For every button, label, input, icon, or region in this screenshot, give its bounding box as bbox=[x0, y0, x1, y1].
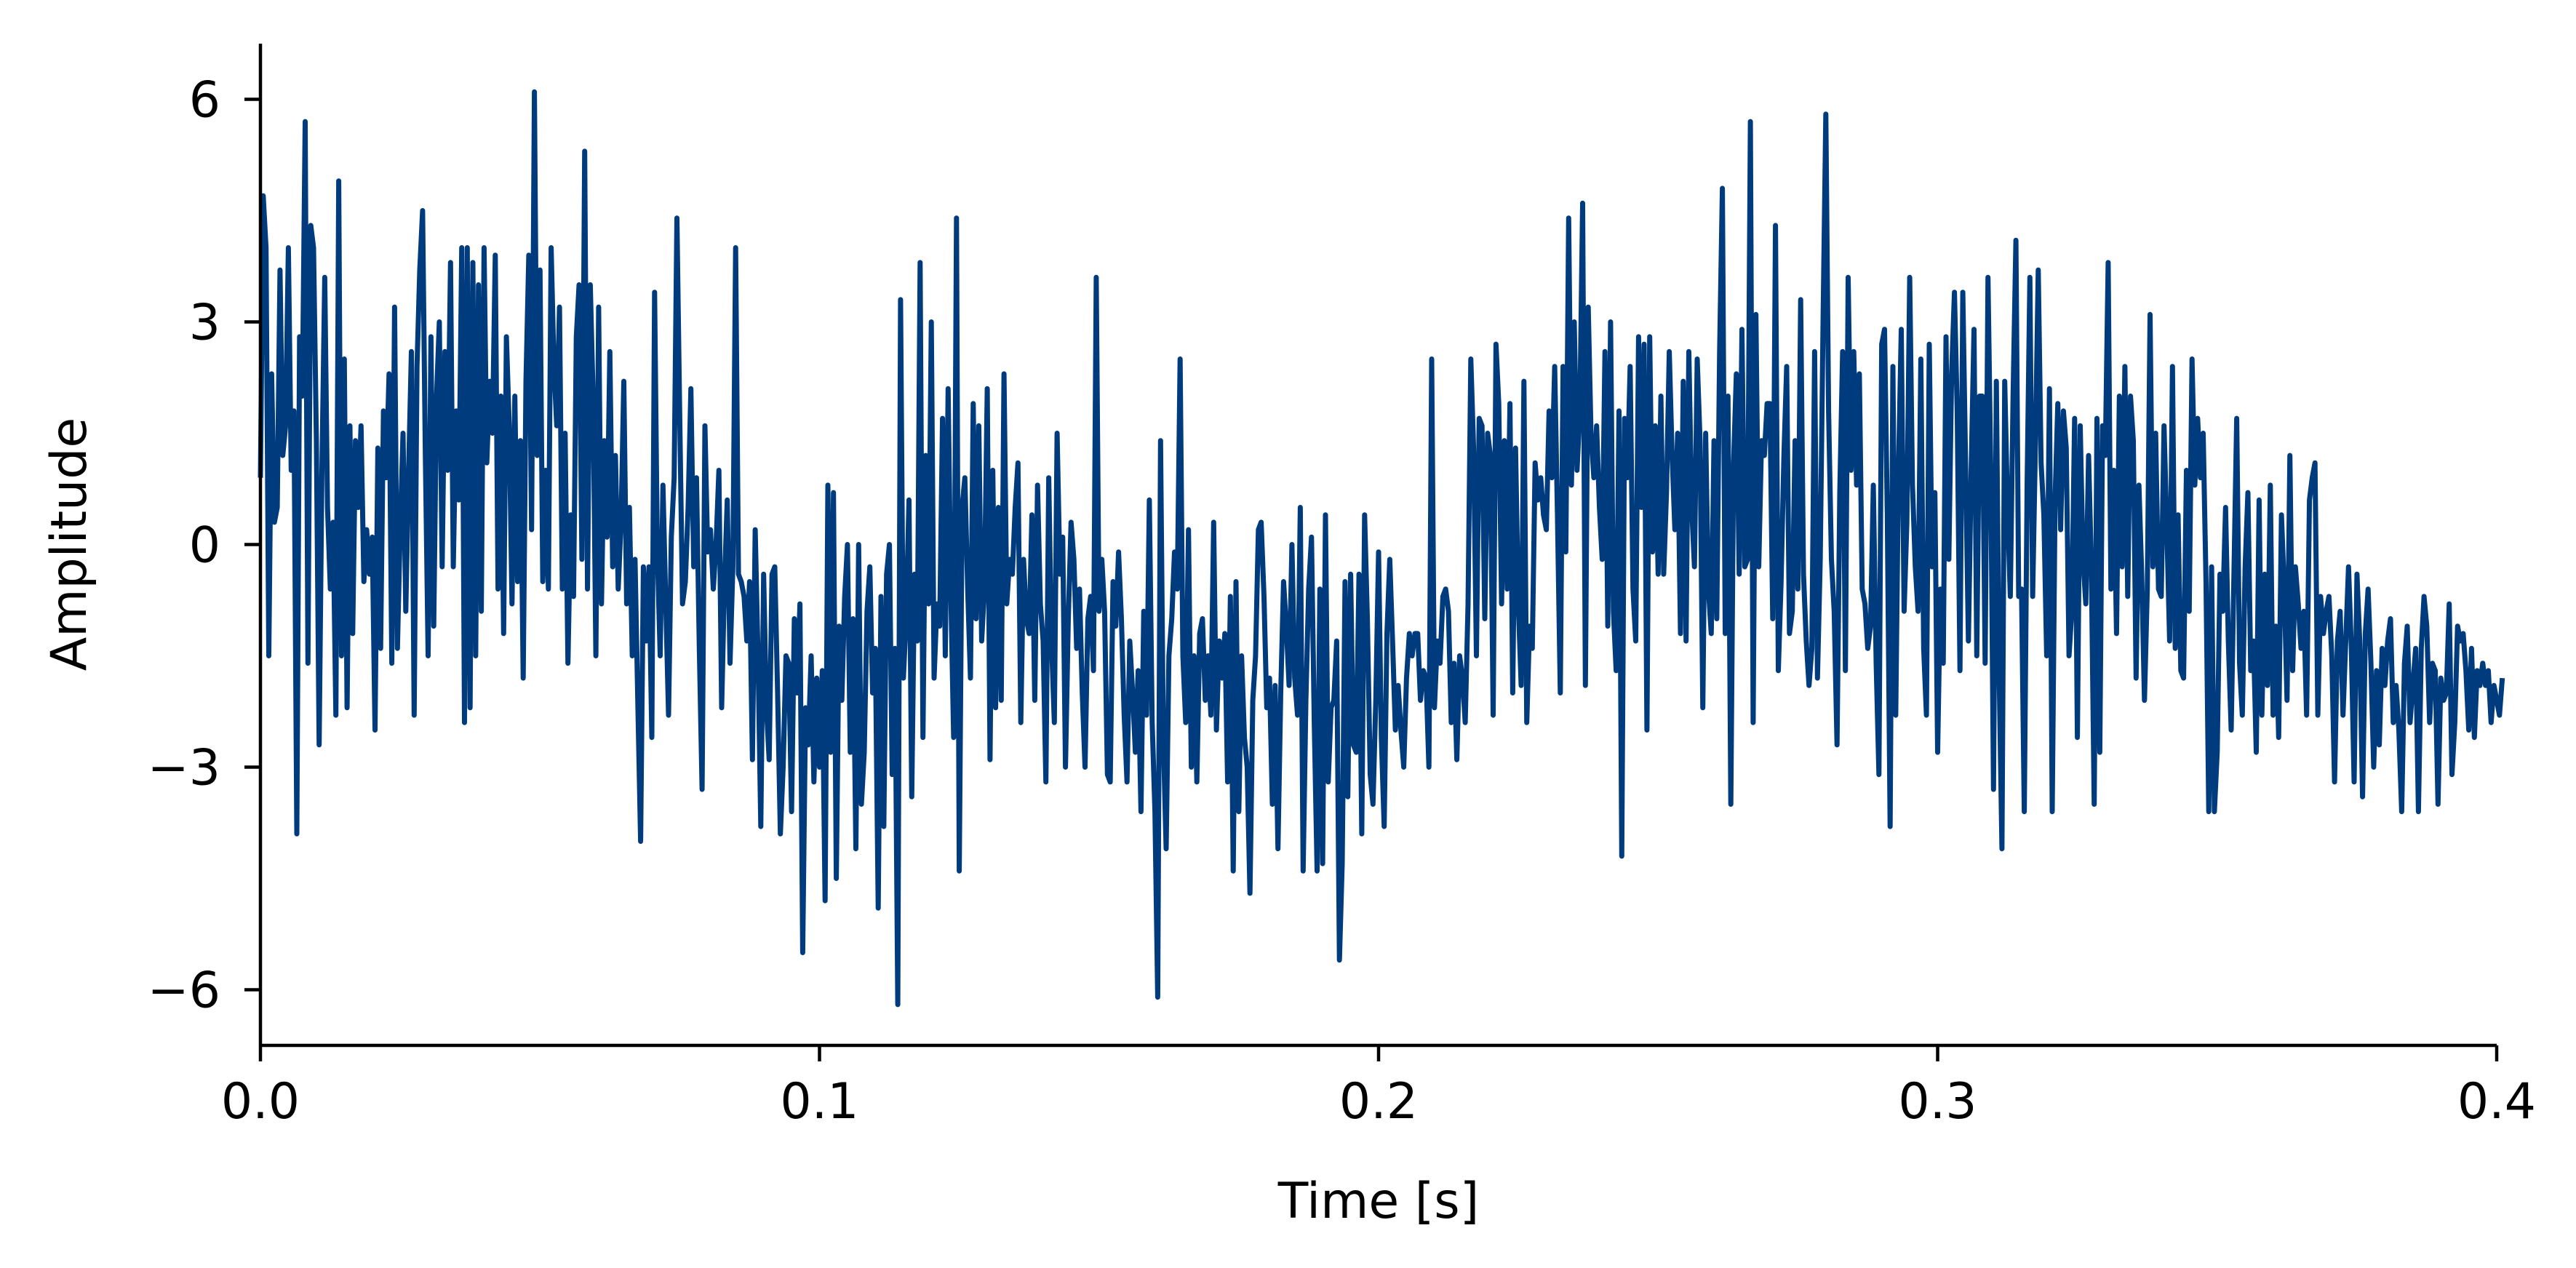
x-tick-label: 0.3 bbox=[1898, 1073, 1977, 1131]
y-axis-label: Amplitude bbox=[41, 418, 98, 671]
x-tick-label: 0.2 bbox=[1339, 1073, 1418, 1131]
plot-area bbox=[258, 89, 2505, 1008]
y-tick-label: −6 bbox=[148, 962, 220, 1020]
x-tick-label: 0.0 bbox=[221, 1073, 300, 1131]
x-axis-label: Time [s] bbox=[1277, 1173, 1480, 1230]
y-tick-label: −3 bbox=[148, 740, 220, 797]
series-line-0 bbox=[258, 89, 2505, 1008]
y-axis-ticks: −6 −3 0 3 6 bbox=[148, 72, 260, 1020]
x-tick-label: 0.1 bbox=[780, 1073, 858, 1131]
y-tick-label: 3 bbox=[189, 295, 220, 352]
y-tick-label: 0 bbox=[189, 517, 220, 575]
y-tick-label: 6 bbox=[189, 72, 220, 129]
x-axis-ticks: 0.0 0.1 0.2 0.3 0.4 bbox=[221, 1045, 2536, 1131]
x-tick-label: 0.4 bbox=[2457, 1073, 2536, 1131]
